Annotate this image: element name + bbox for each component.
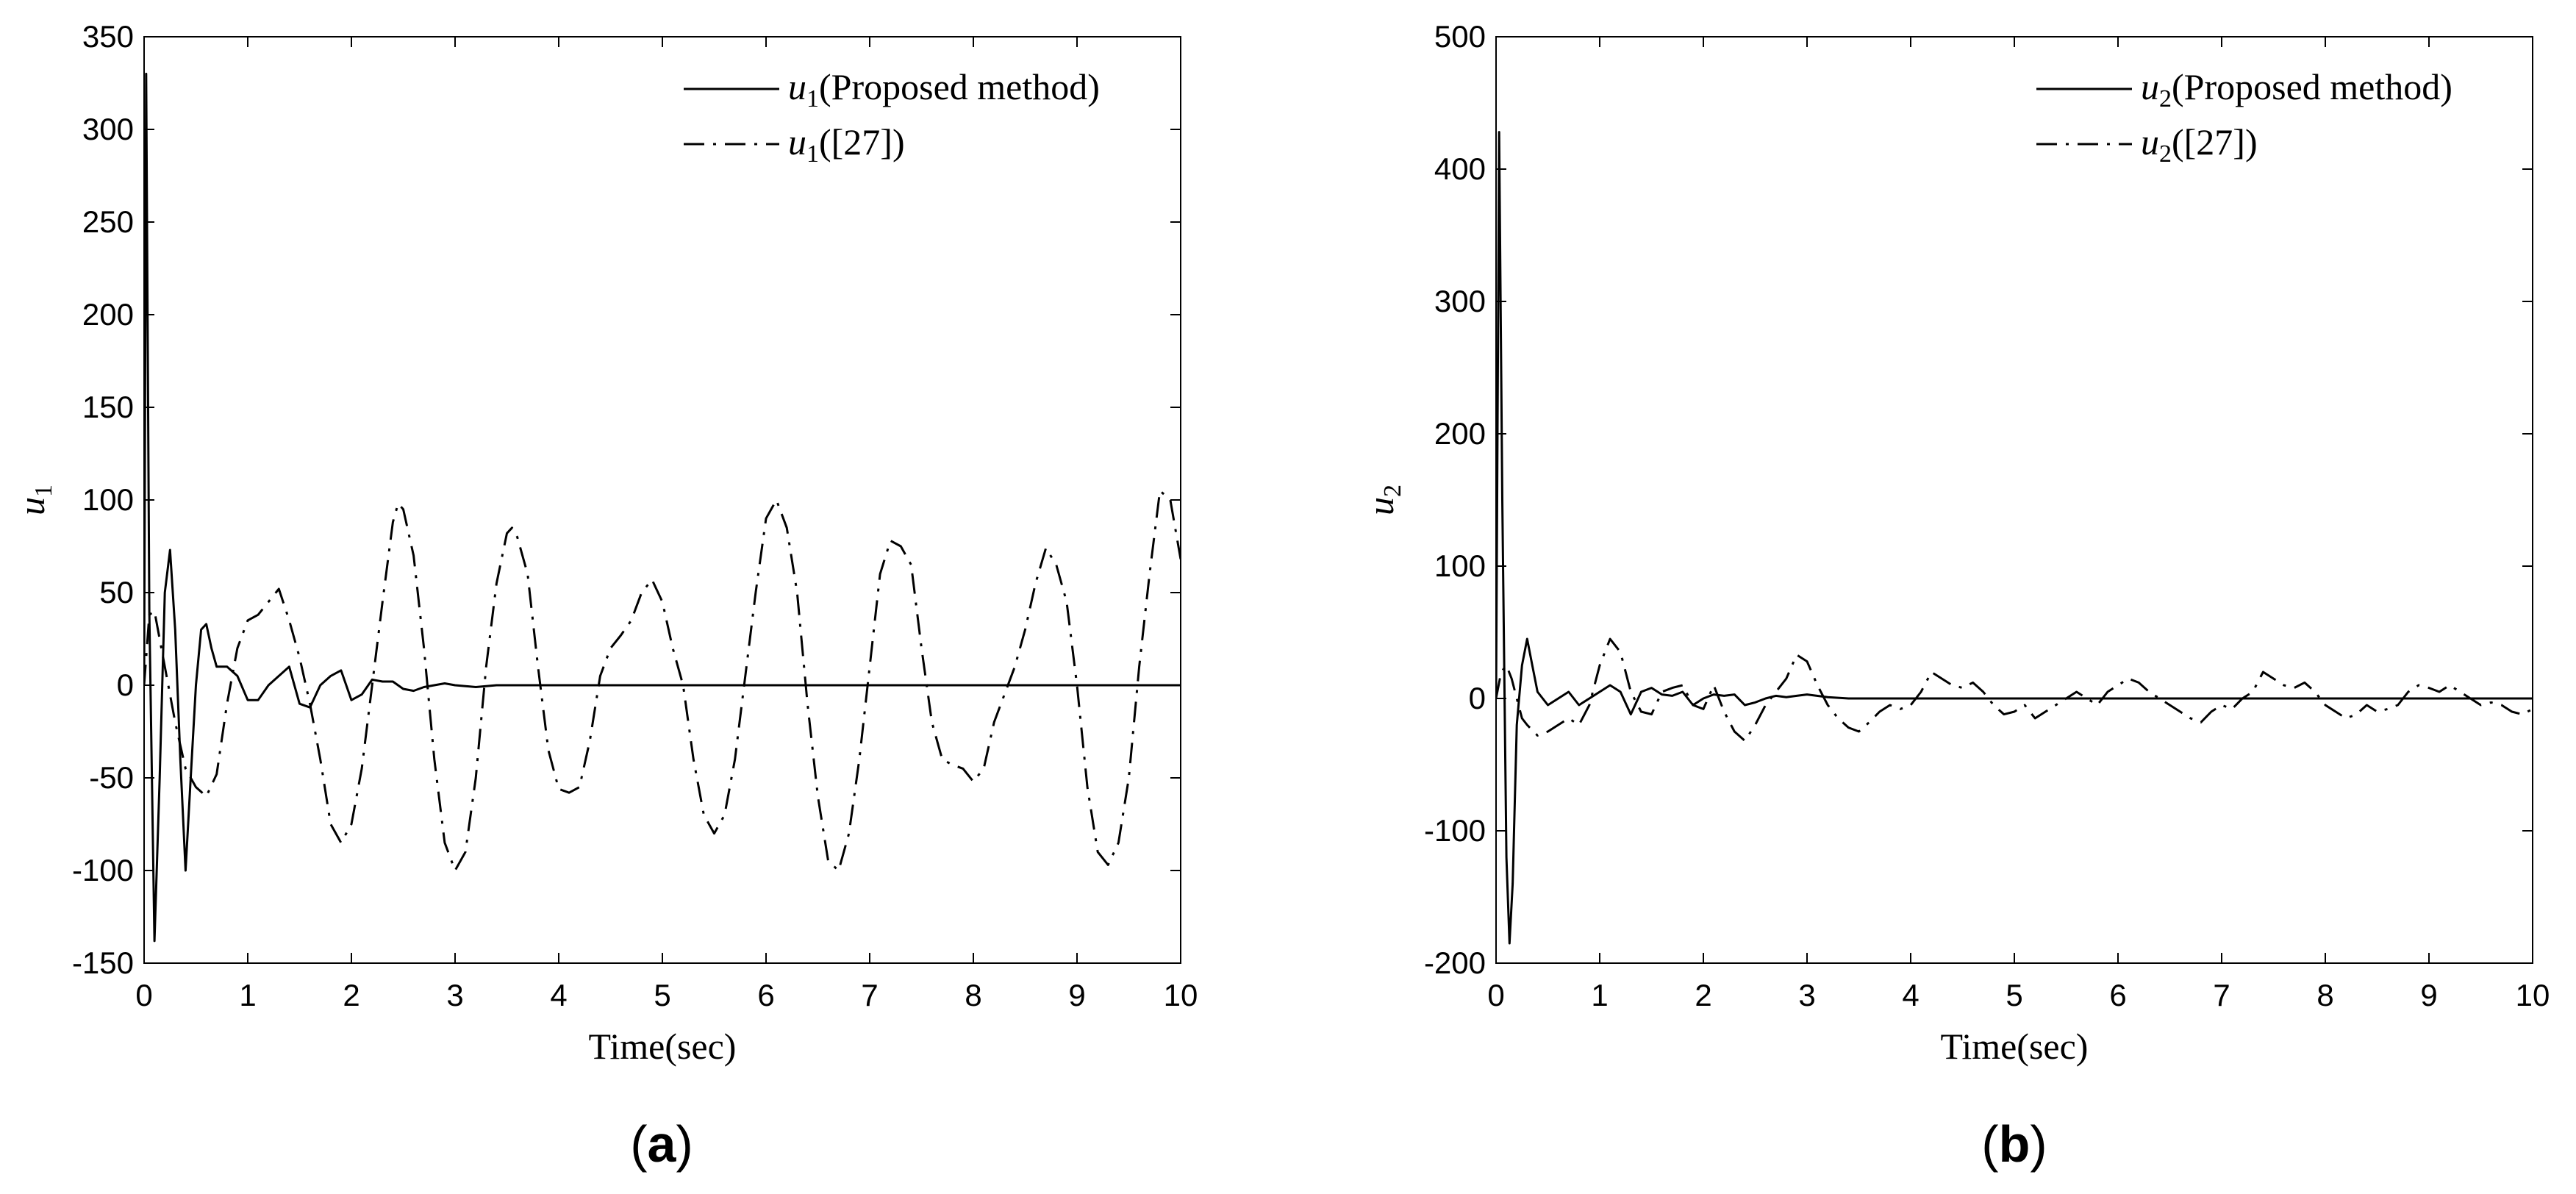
plot-frame: [143, 36, 1181, 964]
x-axis-label: Time(sec): [1941, 1026, 2089, 1067]
x-tick-label: 3: [1798, 978, 1815, 1012]
y-tick-label: -200: [1424, 945, 1486, 980]
legend-entry: u2([27]): [2141, 121, 2258, 168]
legend-entry: u1(Proposed method): [788, 66, 1100, 112]
panel-label: (b): [1981, 1115, 2047, 1173]
y-tick-label: 200: [82, 297, 134, 332]
x-tick-label: 0: [1487, 978, 1504, 1012]
x-tick-label: 8: [965, 978, 981, 1012]
x-tick-label: 6: [2109, 978, 2126, 1012]
y-tick-label: -100: [72, 853, 134, 887]
y-tick-label: 250: [82, 204, 134, 239]
y-tick-label: 50: [99, 575, 134, 609]
y-tick-label: 300: [1434, 284, 1486, 318]
y-axis-label: u1: [11, 485, 57, 515]
x-tick-label: 9: [1068, 978, 1085, 1012]
series-line-ref27: [1496, 637, 2533, 743]
y-tick-label: 100: [82, 482, 134, 517]
x-tick-label: 1: [1591, 978, 1608, 1012]
y-tick-label: 0: [1469, 681, 1486, 715]
x-tick-label: 9: [2420, 978, 2437, 1012]
x-tick-label: 10: [1164, 978, 1198, 1012]
y-tick-label: 200: [1434, 416, 1486, 451]
legend-entry: u1([27]): [788, 121, 905, 168]
y-tick-label: 400: [1434, 151, 1486, 186]
y-tick-label: 100: [1434, 548, 1486, 583]
panel-label: (a): [630, 1115, 693, 1173]
chart-panel-b: 0 1 2 3 4 5 6 7 8 9 10 -200 -100 0 100 200 300 400 500 Time…: [1360, 19, 2550, 1173]
x-tick-label: 5: [654, 978, 670, 1012]
x-tick-label: 4: [550, 978, 567, 1012]
x-tick-label: 4: [1902, 978, 1919, 1012]
chart-panel-a: 0 1 2 3 4 5 6 7 8 9 10 -150 -100 -50 0 50 100 150 200 250 30…: [11, 19, 1198, 1173]
x-tick-label: 1: [239, 978, 256, 1012]
x-tick-label: 10: [2516, 978, 2550, 1012]
series-line-ref27: [144, 489, 1181, 872]
x-tick-label: 2: [343, 978, 359, 1012]
series-line-proposed: [1496, 131, 2533, 945]
x-tick-label: 5: [2006, 978, 2022, 1012]
plot-frame: [1495, 36, 2533, 964]
x-tick-label: 6: [757, 978, 774, 1012]
y-tick-label: 0: [117, 668, 134, 702]
series-line-proposed: [144, 72, 1181, 943]
x-tick-label: 7: [861, 978, 878, 1012]
y-tick-label: 300: [82, 112, 134, 146]
x-tick-label: 8: [2316, 978, 2333, 1012]
y-tick-label: -50: [89, 760, 134, 795]
y-tick-label: 500: [1434, 19, 1486, 54]
x-tick-label: 7: [2213, 978, 2230, 1012]
y-tick-label: -100: [1424, 813, 1486, 848]
x-tick-label: 3: [446, 978, 463, 1012]
y-tick-label: 150: [82, 390, 134, 424]
y-axis-label: u2: [1360, 485, 1406, 515]
x-axis-label: Time(sec): [589, 1026, 737, 1067]
legend-entry: u2(Proposed method): [2141, 66, 2452, 112]
y-tick-label: 350: [82, 19, 134, 54]
y-tick-label: -150: [72, 945, 134, 980]
x-tick-label: 2: [1695, 978, 1711, 1012]
x-tick-label: 0: [135, 978, 152, 1012]
